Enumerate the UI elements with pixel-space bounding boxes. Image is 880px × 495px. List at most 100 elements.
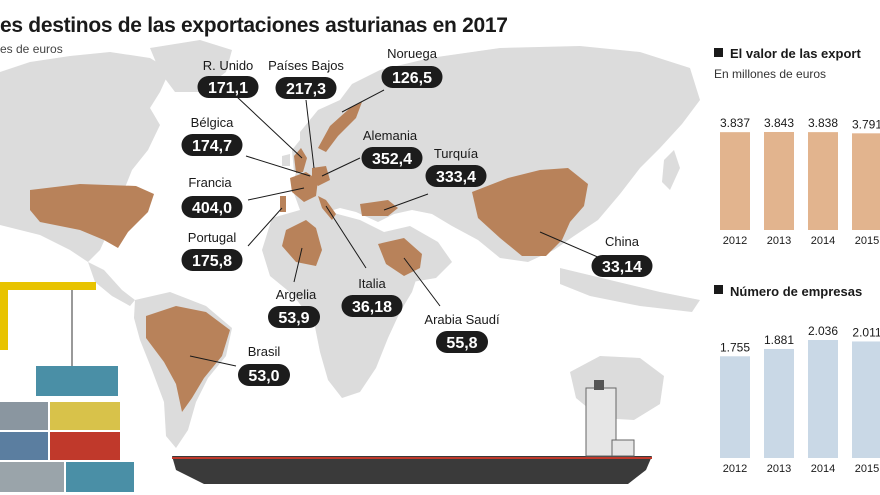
- destination-pill-argelia: [268, 306, 320, 328]
- destination-label-brasil: Brasil: [248, 344, 281, 359]
- companies-year-2013: 2013: [767, 463, 791, 475]
- container-teal-top: [36, 366, 118, 396]
- destination-value-turquia: 333,4: [436, 169, 476, 186]
- destination-pill-alemania: [361, 147, 423, 169]
- destination-label-francia: Francia: [188, 175, 232, 190]
- japan-landmass: [662, 150, 680, 190]
- connector-arabia-saudi: [403, 257, 441, 307]
- companies-bar-2015: [852, 341, 880, 458]
- export-value-value-2012: 3.837: [720, 116, 750, 130]
- destination-pill-noruega: [381, 66, 443, 88]
- panel1-subtitle: En millones de euros: [714, 67, 826, 81]
- destination-value-noruega: 126,5: [392, 70, 432, 87]
- crane-tower: [0, 290, 8, 350]
- companies-bar-2014: [808, 340, 838, 458]
- ship-bridge-tower: [585, 387, 617, 457]
- page-title: es destinos de las exportaciones asturia…: [0, 14, 508, 37]
- export-value-year-2015: 2015: [855, 235, 879, 247]
- algeria-highlight: [282, 220, 322, 266]
- destination-pill-belgica: [181, 134, 243, 156]
- companies-year-2014: 2014: [811, 463, 835, 475]
- uk-highlight: [294, 148, 307, 173]
- ship-deckhouse: [611, 439, 635, 457]
- connector-belgica: [245, 155, 311, 177]
- panel2-title-marker: [714, 285, 723, 294]
- companies-bar-2013: [764, 348, 794, 458]
- connector-portugal: [247, 207, 283, 247]
- destination-pill-brasil: [238, 364, 290, 386]
- destination-value-belgica: 174,7: [192, 138, 232, 155]
- container-red: [50, 432, 120, 460]
- export-value-value-2013: 3.843: [764, 116, 794, 130]
- crane-boom: [0, 282, 96, 290]
- ireland-landmass: [282, 154, 290, 166]
- companies-year-2015: 2015: [855, 463, 879, 475]
- connector-brasil: [189, 355, 237, 367]
- turkey-highlight: [360, 200, 398, 216]
- destination-pill-italia: [341, 295, 403, 317]
- destination-label-r-unido: R. Unido: [203, 58, 254, 73]
- destination-pill-china: [591, 255, 653, 277]
- germany-highlight: [312, 166, 330, 186]
- connector-turquia: [383, 193, 429, 211]
- france-highlight: [290, 172, 318, 202]
- export-value-value-2014: 3.838: [808, 116, 838, 130]
- export-value-bar-2014: [808, 132, 838, 230]
- destination-label-arabia-saudi: Arabia Saudí: [424, 312, 500, 327]
- australia-landmass: [570, 356, 664, 420]
- connector-reino-unido: [235, 95, 303, 159]
- destination-value-brasil: 53,0: [248, 368, 279, 385]
- connector-china: [539, 231, 601, 259]
- destination-label-argelia: Argelia: [276, 287, 317, 302]
- destination-value-francia: 404,0: [192, 200, 232, 217]
- destination-pill-turquia: [425, 165, 487, 187]
- destination-label-italia: Italia: [358, 276, 386, 291]
- companies-value-2015: 2.011: [852, 325, 880, 339]
- destination-label-alemania: Alemania: [363, 128, 418, 143]
- export-value-year-2014: 2014: [811, 235, 835, 247]
- destination-value-argelia: 53,9: [278, 310, 309, 327]
- destination-value-alemania: 352,4: [372, 151, 412, 168]
- container-yellow: [50, 402, 120, 430]
- export-value-bar-2015: [852, 133, 880, 230]
- southeast-asia-landmass: [560, 268, 700, 312]
- destination-value-italia: 36,18: [352, 299, 392, 316]
- destination-label-belgica: Bélgica: [191, 115, 234, 130]
- panel2-title: Número de empresas: [730, 284, 862, 299]
- destination-label-turquia: Turquía: [434, 146, 479, 161]
- china-highlight: [472, 168, 588, 256]
- connector-argelia: [293, 247, 303, 283]
- companies-value-2013: 1.881: [764, 333, 794, 347]
- destination-pill-paises-bajos: [275, 77, 337, 99]
- companies-year-2012: 2012: [723, 463, 747, 475]
- destination-value-china: 33,14: [602, 259, 642, 276]
- destination-pill-r-unido: [197, 76, 259, 98]
- usa-highlight: [30, 184, 154, 248]
- export-value-year-2012: 2012: [723, 235, 747, 247]
- destination-value-portugal: 175,8: [192, 253, 232, 270]
- connector-italia: [325, 205, 367, 269]
- destination-pill-francia: [181, 196, 243, 218]
- destination-label-noruega: Noruega: [387, 46, 438, 61]
- brazil-highlight: [146, 306, 230, 412]
- destination-pill-portugal: [181, 249, 243, 271]
- destination-value-paises-bajos: 217,3: [286, 81, 326, 98]
- port-crane-illustration: [0, 282, 134, 492]
- panel1-title: El valor de las export: [730, 46, 861, 61]
- export-value-bar-2012: [720, 132, 750, 230]
- destination-value-arabia-saudi: 55,8: [446, 335, 477, 352]
- norway-highlight: [318, 102, 362, 152]
- destination-value-r-unido: 171,1: [208, 80, 248, 97]
- container-left-grey: [0, 402, 48, 430]
- container-left-blue: [0, 432, 48, 460]
- connector-paises-bajos: [305, 99, 315, 169]
- companies-value-2012: 1.755: [720, 340, 750, 354]
- container-bottom-teal: [66, 462, 134, 492]
- panel1-title-marker: [714, 48, 723, 57]
- ship-funnel: [594, 380, 604, 390]
- destination-label-china: China: [605, 234, 640, 249]
- saudi-arabia-highlight: [378, 238, 422, 276]
- export-value-value-2015: 3.791: [852, 117, 880, 131]
- connector-alemania: [321, 157, 361, 177]
